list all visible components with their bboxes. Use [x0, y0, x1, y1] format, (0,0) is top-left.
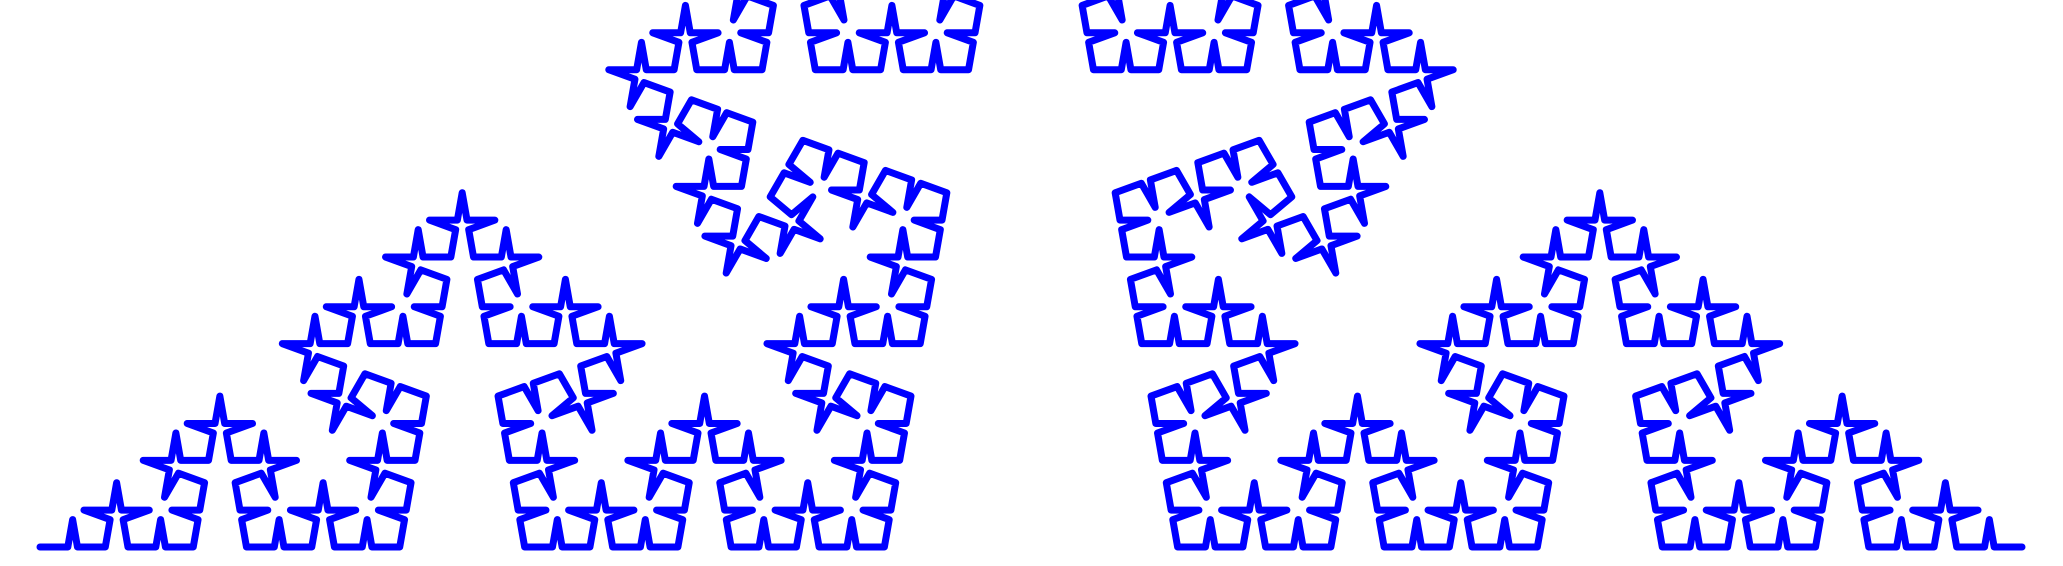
koch-curve-path: [36, 0, 2026, 551]
